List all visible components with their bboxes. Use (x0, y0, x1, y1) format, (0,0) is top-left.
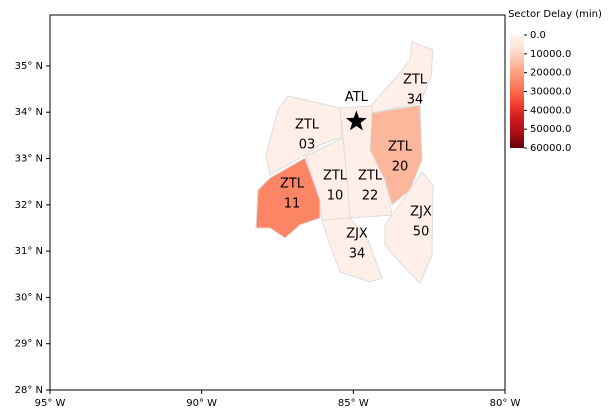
colorbar-title: Sector Delay (min) (508, 9, 602, 20)
sector (255, 157, 321, 239)
y-tick-label: 30° N (15, 292, 43, 303)
sector-number: 22 (362, 189, 379, 204)
y-tick-label: 29° N (15, 339, 43, 350)
sector (369, 41, 434, 114)
sector-center: ZTL (403, 73, 428, 88)
y-tick-label: 32° N (15, 200, 43, 211)
sector-center: ZJX (410, 205, 432, 220)
colorbar-tick-label: 30000.0 (530, 87, 571, 98)
colorbar-tick-label: 20000.0 (530, 68, 571, 79)
sector-number: 03 (299, 138, 316, 153)
sector-center: ZTL (280, 177, 305, 192)
x-tick-label: 80° W (490, 398, 521, 408)
sector-number: 34 (349, 247, 366, 262)
sector-center: ZTL (323, 169, 348, 184)
sector-center: ZJX (346, 227, 368, 242)
colorbar-tick-label: 0.0 (530, 30, 546, 41)
sector-number: 50 (413, 225, 430, 240)
sector-number: 20 (392, 160, 409, 175)
sector-number: 11 (284, 197, 301, 212)
colorbar-tick-label: 50000.0 (530, 124, 571, 135)
sector (369, 104, 423, 206)
sector-center: ZTL (358, 169, 383, 184)
airport-label: ATL (345, 90, 369, 105)
sector (384, 171, 434, 284)
airport-marker (345, 110, 367, 131)
sector-center: ZTL (388, 140, 413, 155)
colorbar (510, 35, 524, 148)
x-tick-label: 90° W (186, 398, 217, 408)
y-tick-label: 35° N (15, 61, 43, 72)
sector (321, 217, 383, 283)
plot-frame (49, 14, 506, 391)
y-tick-label: 28° N (15, 385, 43, 396)
sector-number: 10 (327, 189, 344, 204)
sector-number: 34 (407, 93, 424, 108)
colorbar-tick-label: 10000.0 (530, 49, 571, 60)
x-tick-label: 85° W (338, 398, 369, 408)
y-tick-label: 34° N (15, 107, 43, 118)
y-tick-label: 31° N (15, 246, 43, 257)
sector-center: ZTL (295, 118, 320, 133)
x-tick-label: 95° W (35, 398, 66, 408)
colorbar-tick-label: 40000.0 (530, 105, 571, 116)
colorbar-tick-label: 60000.0 (530, 143, 571, 154)
y-tick-label: 33° N (15, 154, 43, 165)
